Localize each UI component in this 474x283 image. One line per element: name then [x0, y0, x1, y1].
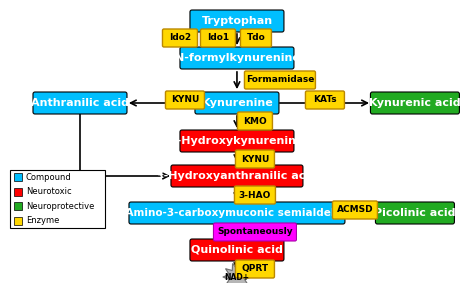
- Polygon shape: [223, 264, 251, 283]
- FancyBboxPatch shape: [245, 71, 315, 89]
- Text: Tdo: Tdo: [246, 33, 265, 42]
- Text: Neuroprotective: Neuroprotective: [26, 202, 94, 211]
- FancyBboxPatch shape: [14, 217, 22, 225]
- FancyBboxPatch shape: [236, 260, 274, 278]
- FancyBboxPatch shape: [237, 112, 273, 130]
- FancyBboxPatch shape: [201, 29, 236, 47]
- FancyBboxPatch shape: [165, 91, 204, 109]
- FancyBboxPatch shape: [236, 150, 274, 168]
- Text: Kynurenic acid: Kynurenic acid: [369, 98, 461, 108]
- FancyBboxPatch shape: [129, 202, 345, 224]
- Text: KATs: KATs: [313, 95, 337, 104]
- Text: Quinolinic acid: Quinolinic acid: [191, 245, 283, 255]
- FancyBboxPatch shape: [235, 186, 275, 204]
- FancyBboxPatch shape: [375, 202, 455, 224]
- FancyBboxPatch shape: [213, 223, 296, 241]
- FancyBboxPatch shape: [190, 10, 284, 32]
- FancyBboxPatch shape: [33, 92, 127, 114]
- Text: QPRT: QPRT: [241, 265, 268, 273]
- Text: ACMSD: ACMSD: [337, 205, 373, 215]
- FancyBboxPatch shape: [332, 201, 377, 219]
- Text: 3-Hydroxyanthranilic acid: 3-Hydroxyanthranilic acid: [156, 171, 318, 181]
- Text: KYNU: KYNU: [171, 95, 199, 104]
- FancyBboxPatch shape: [180, 47, 294, 69]
- FancyBboxPatch shape: [195, 92, 279, 114]
- Text: 3-HAO: 3-HAO: [239, 190, 271, 200]
- FancyBboxPatch shape: [240, 29, 272, 47]
- Text: Ido1: Ido1: [207, 33, 229, 42]
- FancyBboxPatch shape: [171, 165, 303, 187]
- Text: N-formylkynurenine: N-formylkynurenine: [174, 53, 300, 63]
- Text: Ido2: Ido2: [169, 33, 191, 42]
- Text: Enzyme: Enzyme: [26, 216, 59, 225]
- Text: Spontaneously: Spontaneously: [217, 228, 293, 237]
- Text: 2-Amino-3-carboxymuconic semialdehyde: 2-Amino-3-carboxymuconic semialdehyde: [114, 208, 360, 218]
- Text: KMO: KMO: [243, 117, 267, 125]
- Text: Anthranilic acid: Anthranilic acid: [31, 98, 129, 108]
- Text: Kynurenine: Kynurenine: [201, 98, 273, 108]
- FancyBboxPatch shape: [371, 92, 459, 114]
- Text: Formamidase: Formamidase: [246, 76, 314, 85]
- Text: Neurotoxic: Neurotoxic: [26, 187, 72, 196]
- Text: NAD+: NAD+: [225, 273, 249, 282]
- FancyBboxPatch shape: [14, 202, 22, 210]
- FancyBboxPatch shape: [10, 170, 105, 228]
- Text: 3-Hydroxykynurenine: 3-Hydroxykynurenine: [170, 136, 304, 146]
- FancyBboxPatch shape: [190, 239, 284, 261]
- FancyBboxPatch shape: [14, 173, 22, 181]
- FancyBboxPatch shape: [180, 130, 294, 152]
- Text: Compound: Compound: [26, 173, 72, 182]
- FancyBboxPatch shape: [163, 29, 198, 47]
- FancyBboxPatch shape: [14, 188, 22, 196]
- Text: KYNU: KYNU: [241, 155, 269, 164]
- Text: Tryptophan: Tryptophan: [201, 16, 273, 26]
- Text: Picolinic acid: Picolinic acid: [374, 208, 456, 218]
- FancyBboxPatch shape: [305, 91, 345, 109]
